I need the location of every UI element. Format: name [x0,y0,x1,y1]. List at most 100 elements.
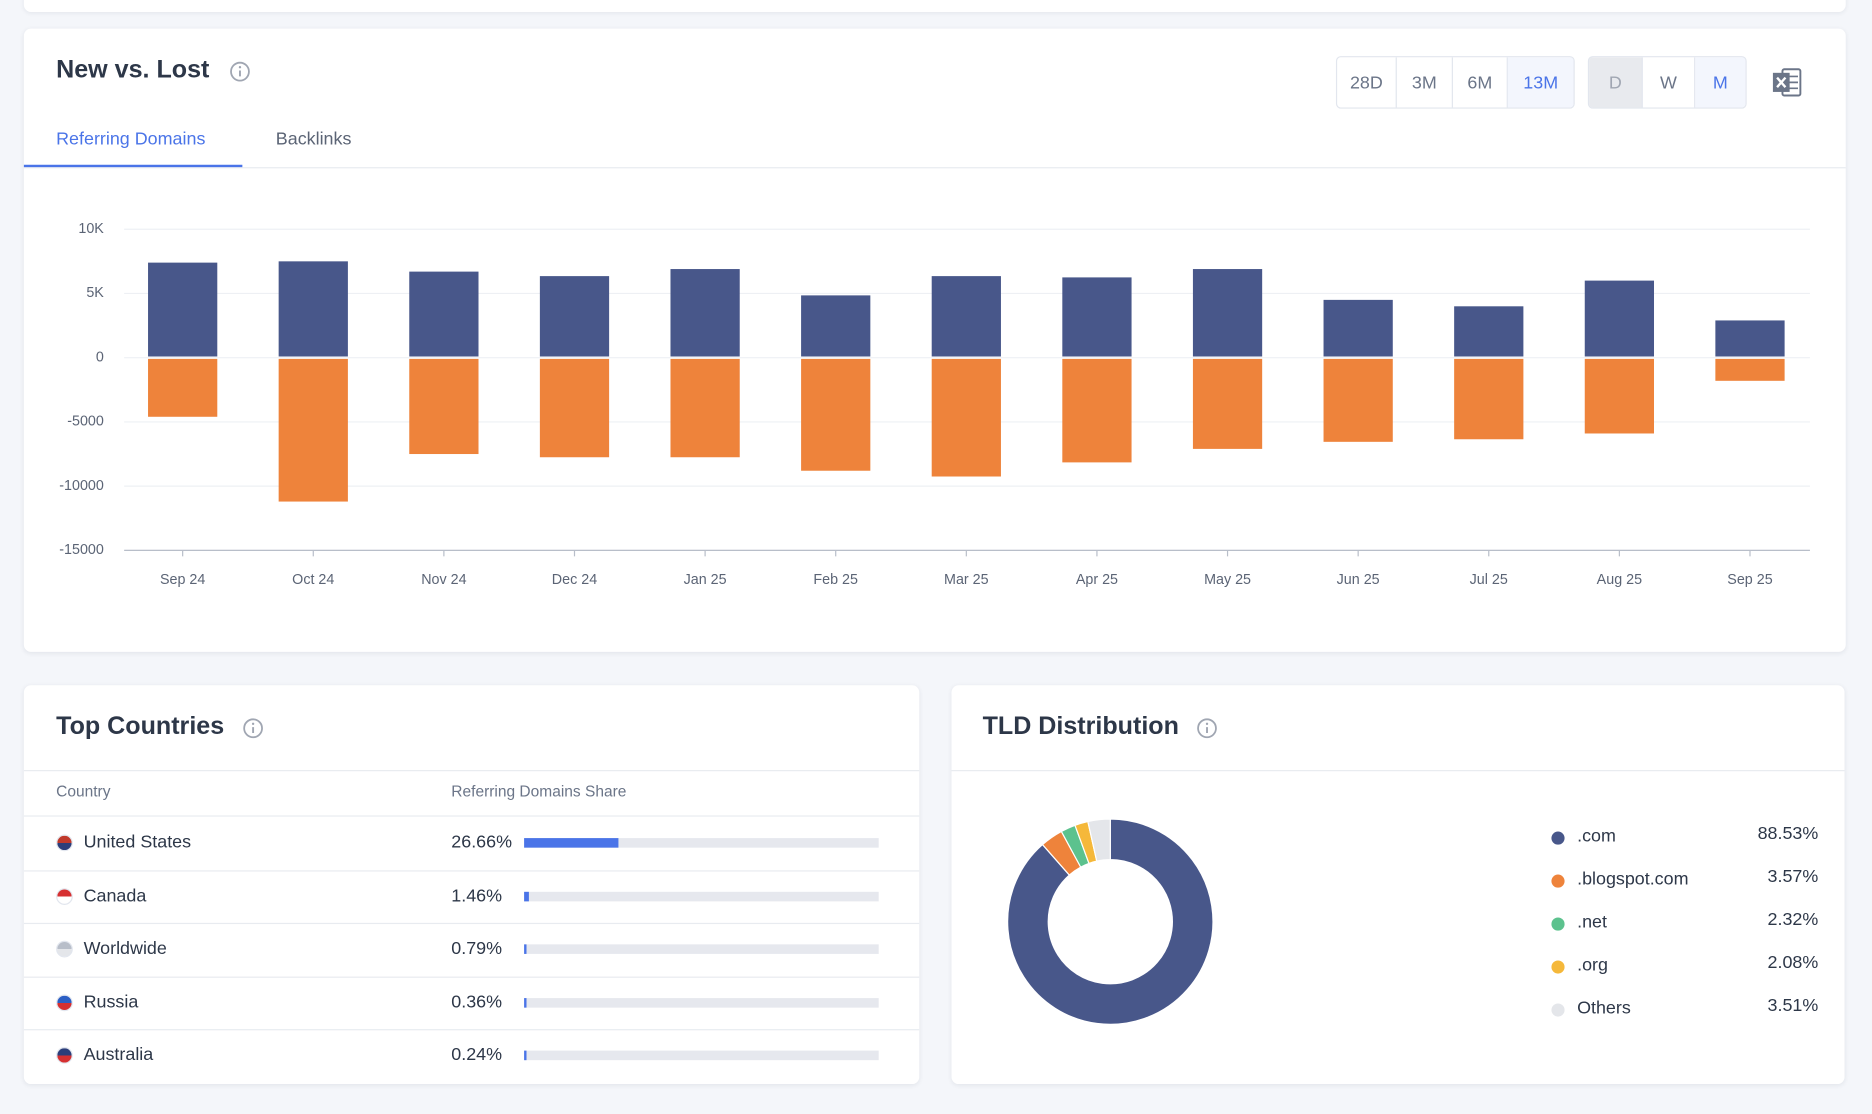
range-buttons: 28D 3M 6M 13M [1335,56,1575,109]
x-tick-label: Oct 24 [292,572,334,588]
y-tick-label: -15000 [59,542,104,558]
row-divider [23,976,920,978]
info-icon[interactable] [229,61,250,82]
bar [1715,358,1785,381]
card-edge [23,0,1846,12]
share-track [524,997,879,1008]
share-label: 0.24% [451,1045,503,1066]
flag-icon [56,941,73,958]
y-tick-label: 0 [96,349,104,365]
legend-label: .org [1577,955,1608,975]
share-label: 0.79% [451,938,503,959]
x-tick-label: Mar 25 [944,572,989,588]
column-header: Referring Domains Share [451,781,627,800]
granularity-button[interactable]: D [1589,57,1643,108]
tab[interactable]: Backlinks [275,128,352,150]
bar [148,262,218,357]
range-button[interactable]: 13M [1507,57,1574,108]
bar [1323,299,1393,357]
divider [951,770,1845,772]
share-bar [524,997,526,1008]
tab-divider [23,167,1846,169]
bar [148,358,218,417]
info-icon[interactable] [1196,718,1217,739]
y-tick-label: -5000 [67,414,104,430]
range-button[interactable]: 3M [1397,57,1453,108]
y-tick-label: 5K [86,285,104,301]
donut-slice [1087,818,1111,862]
tab[interactable]: Referring Domains [56,128,206,150]
legend-value: 3.51% [1768,995,1819,1015]
bar [1715,320,1785,357]
share-track [524,1051,879,1061]
top-countries-card [23,685,920,1085]
row-divider [23,923,920,925]
legend-label: .com [1577,826,1616,846]
legend-dot [1551,960,1565,974]
bar [1192,358,1263,449]
card-title: New vs. Lost [56,56,210,84]
flag-icon [56,1047,73,1065]
y-tick-label: -10000 [59,478,104,494]
info-icon[interactable] [242,718,263,739]
bar [1192,269,1263,357]
share-bar [524,944,527,955]
row-divider [23,869,920,872]
granularity-button[interactable]: M [1695,57,1746,108]
bar [1454,358,1524,440]
flag-icon [56,994,73,1011]
legend-label: .net [1577,912,1607,932]
bar [670,358,740,458]
country-name: Australia [83,1045,154,1066]
x-tick-label: May 25 [1204,572,1251,588]
bar [931,276,1001,357]
x-tick-label: Aug 25 [1597,572,1642,588]
granularity-button[interactable]: W [1643,57,1696,108]
bar [1584,358,1655,434]
legend-value: 88.53% [1758,823,1819,843]
excel-export-icon[interactable] [1772,67,1803,98]
flag-icon [56,887,73,905]
bar [1454,306,1524,357]
bar [1584,280,1655,357]
bar [539,276,610,357]
share-bar [524,838,619,848]
share-bar [524,891,530,901]
share-track [524,891,879,901]
row-divider [23,1029,920,1031]
bar [801,358,871,471]
bar [801,295,871,357]
card-title: TLD Distribution [982,712,1179,741]
share-track [524,838,879,848]
legend-dot [1551,917,1565,931]
legend-dot [1551,1003,1565,1017]
bar [278,358,348,502]
bar [1062,358,1132,463]
range-button[interactable]: 6M [1453,57,1508,108]
x-tick-label: Jun 25 [1337,572,1380,588]
row-divider [23,815,920,817]
range-button[interactable]: 28D [1337,57,1397,108]
country-name: Russia [83,991,139,1013]
x-tick-label: Feb 25 [813,572,858,588]
share-label: 0.36% [451,991,503,1013]
y-tick-label: 10K [78,221,104,237]
bar [409,271,479,357]
share-label: 26.66% [451,832,513,853]
column-header: Country [56,781,111,800]
bar [409,358,479,455]
legend-label: .blogspot.com [1577,869,1688,889]
bar [278,261,348,357]
bar [931,358,1001,477]
granularity-buttons: D W M [1587,56,1747,109]
share-label: 1.46% [451,885,503,906]
bar-chart: -15000 -10000 -5000 0 5K 10K Sep 24 Oct 24 Nov 2… [59,221,1810,588]
legend-value: 2.08% [1768,952,1819,972]
divider [23,770,920,772]
card-title: Top Countries [56,712,225,741]
bar [1062,277,1132,357]
x-tick-label: Apr 25 [1076,572,1118,588]
x-tick-label: Nov 24 [421,572,466,588]
donut-slice [1007,818,1214,1025]
